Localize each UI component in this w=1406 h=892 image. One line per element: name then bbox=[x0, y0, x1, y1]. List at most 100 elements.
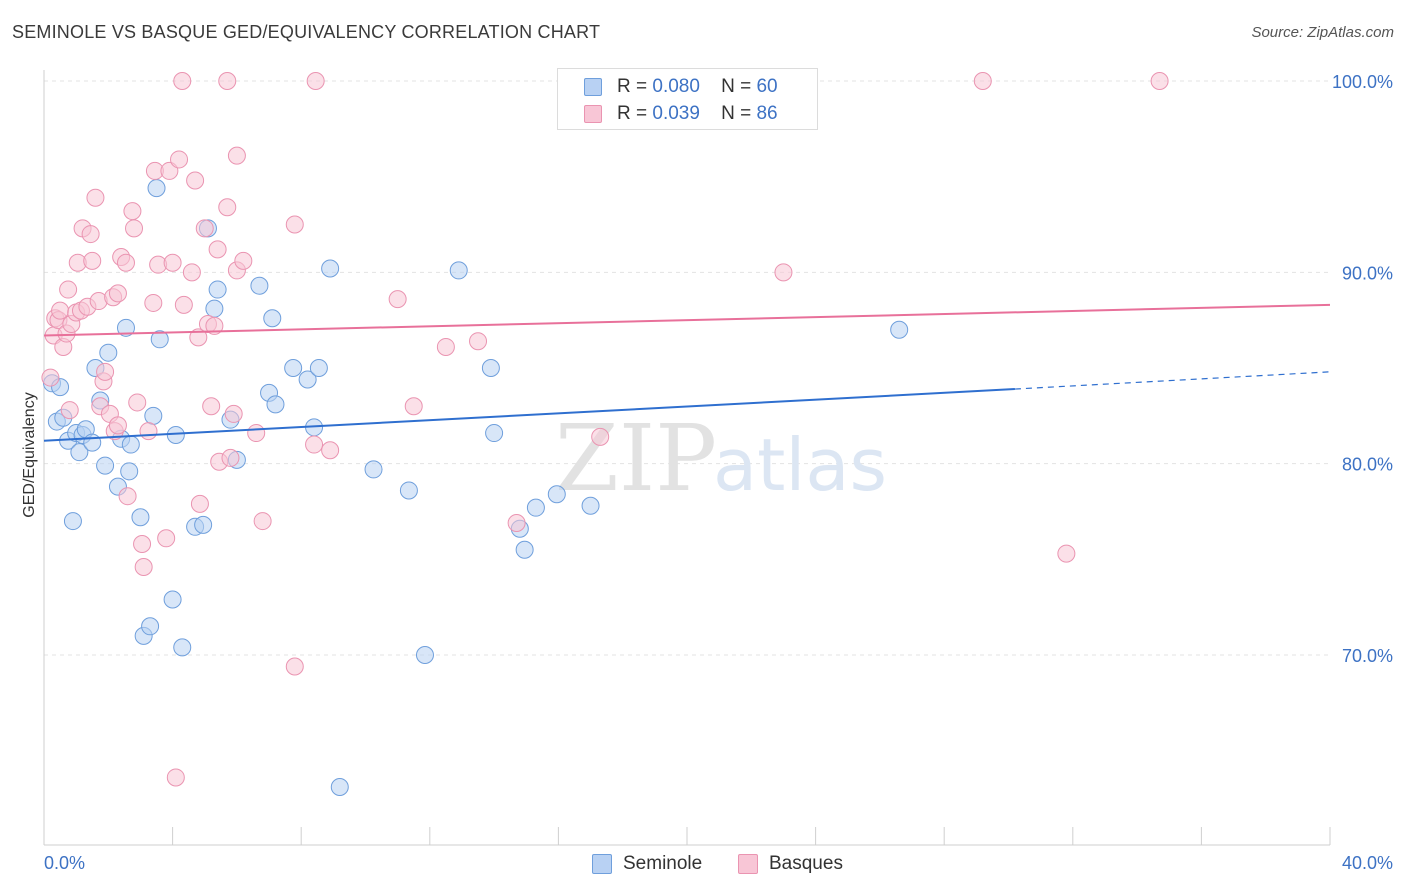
chart-title: SEMINOLE VS BASQUE GED/EQUIVALENCY CORRE… bbox=[12, 22, 601, 42]
basques-point bbox=[285, 657, 304, 676]
basques-point bbox=[247, 424, 266, 443]
basques-point bbox=[173, 72, 192, 90]
basques-point bbox=[60, 401, 79, 420]
y-tick-label: 90.0% bbox=[1342, 263, 1393, 283]
basques-point bbox=[108, 416, 127, 435]
basques-swatch bbox=[584, 105, 602, 123]
watermark-zip: ZIP bbox=[555, 405, 717, 512]
basques-point bbox=[170, 150, 189, 169]
watermark: ZIP atlas bbox=[555, 405, 887, 512]
x-tick-label: 0.0% bbox=[44, 853, 85, 873]
seminole-point bbox=[449, 261, 468, 280]
seminole-point bbox=[485, 424, 504, 443]
basques-legend-swatch bbox=[738, 854, 758, 874]
seminole-point bbox=[208, 280, 227, 299]
basques-trend-line bbox=[43, 303, 1331, 337]
basques-point bbox=[118, 487, 137, 506]
seminole-point bbox=[515, 540, 534, 559]
basques-point bbox=[144, 293, 163, 312]
basques-point bbox=[96, 362, 115, 381]
watermark-atlas: atlas bbox=[713, 423, 887, 507]
r-label: R = bbox=[617, 76, 648, 97]
seminole-point bbox=[250, 276, 269, 295]
basques-point bbox=[202, 397, 221, 416]
seminole-point bbox=[141, 617, 160, 636]
basques-point bbox=[507, 513, 526, 532]
r-value-seminole: 0.080 bbox=[652, 76, 700, 97]
basques-point bbox=[41, 368, 60, 387]
basques-point bbox=[305, 435, 324, 454]
seminole-point bbox=[131, 508, 150, 527]
basques-point bbox=[218, 198, 237, 217]
basques-point bbox=[973, 72, 992, 90]
basques-point bbox=[221, 448, 240, 467]
basques-point bbox=[285, 215, 304, 234]
r-label: R = bbox=[617, 103, 648, 124]
y-tick-label: 100.0% bbox=[1332, 72, 1393, 92]
seminole-point bbox=[547, 485, 566, 504]
axis-layer bbox=[43, 70, 1331, 846]
basques-point bbox=[160, 161, 179, 180]
seminole-point bbox=[144, 406, 163, 425]
basques-point bbox=[208, 240, 227, 259]
basques-point bbox=[86, 188, 105, 207]
basques-point bbox=[174, 295, 193, 314]
basques-point bbox=[81, 225, 100, 244]
seminole-point bbox=[263, 309, 282, 328]
seminole-point bbox=[120, 462, 139, 481]
basques-point bbox=[190, 494, 209, 513]
seminole-point bbox=[70, 443, 89, 462]
basques-point bbox=[591, 427, 610, 446]
basques-point bbox=[469, 332, 488, 351]
seminole-point bbox=[147, 179, 166, 198]
seminole-point bbox=[309, 359, 328, 377]
seminole-legend-swatch bbox=[592, 854, 612, 874]
source-label: Source: ZipAtlas.com bbox=[1251, 24, 1394, 41]
basques-point bbox=[234, 251, 253, 270]
basques-point bbox=[388, 290, 407, 309]
correlation-legend: R = 0.080 N = 60 R = 0.039 N = 86 bbox=[557, 68, 818, 130]
basques-point bbox=[774, 263, 793, 282]
basques-point bbox=[1057, 544, 1076, 563]
basques-point bbox=[139, 422, 158, 441]
basques-point bbox=[125, 219, 144, 238]
seminole-trend-extension bbox=[1014, 371, 1331, 390]
basques-point bbox=[227, 146, 246, 165]
tick-label-layer: 70.0% 80.0% 90.0% 100.0% 0.0% 40.0% bbox=[44, 72, 1393, 873]
basques-point bbox=[253, 512, 272, 531]
seminole-point bbox=[298, 370, 317, 389]
seminole-point bbox=[205, 299, 224, 318]
seminole-point bbox=[284, 359, 303, 377]
seminole-swatch bbox=[584, 78, 602, 96]
seminole-point bbox=[116, 318, 135, 337]
n-label: N = bbox=[721, 76, 752, 97]
seminole-point bbox=[99, 343, 118, 362]
basques-point bbox=[133, 535, 152, 554]
seminole-point bbox=[150, 330, 169, 349]
basques-point bbox=[195, 219, 214, 238]
x-tick-label: 40.0% bbox=[1342, 853, 1393, 873]
basques-point bbox=[306, 72, 325, 90]
seminole-trend-line bbox=[43, 388, 1015, 442]
seminole-point bbox=[63, 512, 82, 531]
seminole-point bbox=[173, 638, 192, 657]
legend-label-basques: Basques bbox=[769, 853, 843, 874]
basques-point bbox=[83, 251, 102, 270]
basques-point bbox=[182, 263, 201, 282]
trend-layer bbox=[43, 303, 1331, 442]
seminole-point bbox=[96, 456, 115, 475]
basques-point bbox=[436, 337, 455, 356]
seminole-point bbox=[481, 359, 500, 377]
legend-text-basques: R = 0.039 N = 86 bbox=[617, 103, 778, 125]
basques-point bbox=[108, 284, 127, 303]
basques-point bbox=[116, 253, 135, 272]
r-value-basques: 0.039 bbox=[652, 103, 700, 124]
y-tick-label: 70.0% bbox=[1342, 646, 1393, 666]
seminole-point bbox=[121, 435, 140, 454]
series-legend: Seminole Basques bbox=[0, 852, 1406, 878]
seminole-point bbox=[399, 481, 418, 500]
basques-point bbox=[59, 280, 78, 299]
grid-layer bbox=[44, 80, 1330, 656]
basques-point bbox=[51, 301, 70, 320]
basques-point bbox=[404, 397, 423, 416]
